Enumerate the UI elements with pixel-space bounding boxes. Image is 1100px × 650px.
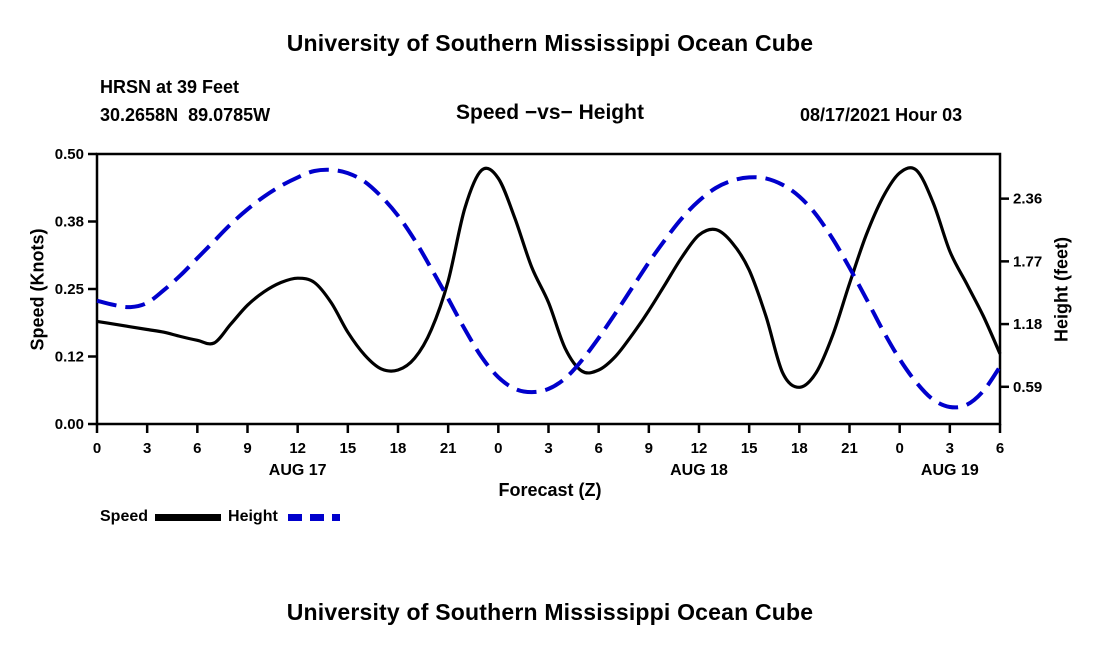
x-axis-title: Forecast (Z)	[498, 480, 602, 500]
x-tick-label: 3	[544, 440, 552, 457]
x-tick-label: 0	[494, 440, 502, 457]
left-tick-label: 0.00	[55, 416, 84, 433]
plot-svg: 0.00 0.12 0.25 0.38 0.50 0.59 1.18 1.77 2.36 0 3 6 9…	[55, 146, 1042, 479]
datetime-label: 08/17/2021 Hour 03	[800, 105, 963, 125]
x-tick-label: 3	[946, 440, 954, 457]
x-tick-label: 3	[143, 440, 151, 457]
x-tick-label: 6	[193, 440, 201, 457]
x-tick-label: 21	[440, 440, 457, 457]
height-line	[96, 167, 1002, 410]
x-tick-label: 0	[93, 440, 101, 457]
date-label: AUG 17	[269, 462, 327, 479]
left-tick-label: 0.25	[55, 281, 84, 298]
x-tick-label: 9	[645, 440, 653, 457]
x-tick-label: 15	[741, 440, 758, 457]
legend-speed-label: Speed	[100, 508, 149, 525]
left-tick-label: 0.38	[55, 214, 84, 231]
x-tick-label: 15	[339, 440, 356, 457]
x-tick-label: 12	[691, 440, 708, 457]
x-tick-label: 0	[895, 440, 903, 457]
date-label: AUG 18	[670, 462, 728, 479]
right-tick-label: 0.59	[1013, 379, 1042, 396]
page-title-top: University of Southern Mississippi Ocean…	[286, 30, 814, 56]
axis-frame	[95, 152, 1002, 426]
legend-speed-swatch	[155, 513, 222, 521]
legend-height-swatch	[287, 513, 340, 521]
legend-height-label: Height	[228, 508, 278, 525]
right-tick-label: 1.77	[1013, 253, 1042, 270]
x-tick-label: 6	[594, 440, 602, 457]
coordinates-label: 30.2658N 89.0785W	[100, 105, 271, 125]
left-tick-label: 0.50	[55, 146, 84, 163]
x-tick-label: 12	[289, 440, 306, 457]
chart-title: Speed −vs− Height	[456, 101, 644, 124]
page-title-bottom: University of Southern Mississippi Ocean…	[286, 599, 814, 625]
x-tick-label: 18	[390, 440, 407, 457]
speed-line	[96, 166, 1002, 389]
station-label: HRSN at 39 Feet	[100, 77, 240, 97]
right-tick-label: 2.36	[1013, 191, 1042, 208]
x-tick-label: 6	[996, 440, 1004, 457]
x-tick-label: 21	[841, 440, 858, 457]
right-tick-label: 1.18	[1013, 316, 1042, 333]
date-label: AUG 19	[921, 462, 979, 479]
legend: Speed Height	[100, 508, 340, 526]
left-tick-label: 0.12	[55, 349, 84, 366]
x-tick-label: 9	[243, 440, 251, 457]
x-tick-label: 18	[791, 440, 808, 457]
